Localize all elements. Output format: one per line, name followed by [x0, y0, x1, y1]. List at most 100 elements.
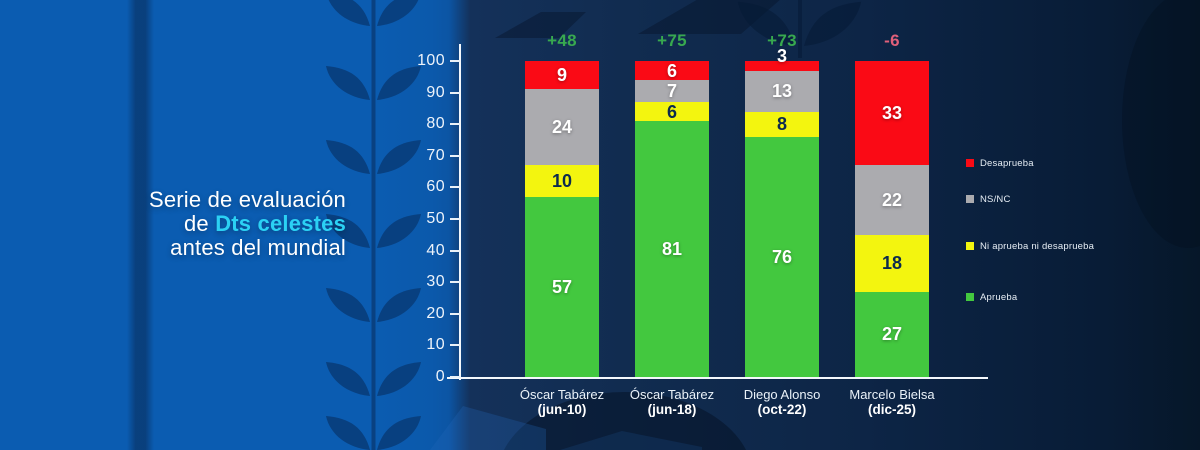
laurel-leaf-icon: [326, 288, 370, 322]
legend-label: Aprueba: [980, 291, 1018, 303]
title-highlight: Dts celestes: [215, 211, 346, 236]
bar-segment: 27: [855, 291, 929, 377]
y-axis-tick-label: 30: [426, 273, 445, 291]
bar-value-label: 27: [881, 324, 903, 345]
y-axis-tick: [450, 376, 460, 378]
stacked-bar: 81 6 7 6: [635, 61, 709, 377]
bar-value-label: 7: [666, 81, 677, 102]
bar-value-label: 18: [881, 253, 903, 274]
chart-title: Serie de evaluación de Dts celestes ante…: [92, 188, 346, 260]
bar-segment: 8: [745, 111, 819, 137]
bar-value-label: 10: [551, 171, 573, 192]
y-axis-tick: [450, 312, 460, 315]
bar-segment: 6: [635, 101, 709, 122]
laurel-leaf-icon: [326, 66, 370, 100]
legend-label: NS/NC: [980, 193, 1011, 205]
legend-item: Desaprueba: [966, 157, 1034, 169]
y-axis-tick: [450, 154, 460, 157]
y-axis-tick: [450, 344, 460, 347]
legend-item: Aprueba: [966, 291, 1017, 303]
y-axis-tick: [450, 123, 460, 126]
x-axis-category: Diego Alonso (oct-22): [715, 387, 849, 418]
legend-item: Ni aprueba ni desaprueba: [966, 240, 1094, 252]
y-axis-tick-label: 80: [426, 115, 445, 133]
vertical-stripe-decoration: [127, 0, 154, 450]
legend-swatch-icon: [966, 195, 974, 203]
title-line-3: antes del mundial: [170, 235, 346, 260]
bar-value-label: 33: [881, 103, 903, 124]
bar-segment: 57: [525, 196, 599, 377]
legend-label: Desaprueba: [980, 157, 1034, 169]
bar-segment: 24: [525, 89, 599, 166]
legend: Desaprueba NS/NC Ni aprueba ni desaprueba A…: [966, 0, 1166, 450]
category-name: Diego Alonso: [743, 387, 821, 402]
y-axis-tick-label: 40: [426, 241, 445, 259]
bar-value-label: 24: [551, 117, 573, 138]
y-axis-tick-label: 0: [435, 368, 445, 385]
bar-segment: 81: [635, 121, 709, 377]
legend-swatch-icon: [966, 242, 974, 250]
stacked-bar: 76 8 13 3: [745, 47, 819, 377]
bar-segment: 9: [525, 61, 599, 90]
laurel-leaf-icon: [328, 0, 370, 26]
laurel-leaf-icon: [326, 362, 370, 396]
y-axis-tick-label: 20: [426, 304, 445, 322]
x-axis-category: Óscar Tabárez (jun-10): [495, 387, 629, 418]
y-axis-tick: [450, 281, 460, 284]
category-name: Óscar Tabárez: [519, 387, 605, 402]
bar-value-label: 8: [776, 114, 787, 135]
laurel-leaf-icon: [377, 416, 421, 450]
x-axis-category: Marcelo Bielsa (dic-25): [825, 387, 959, 418]
y-axis-tick-label: 90: [426, 83, 445, 101]
bar-segment: 6: [635, 61, 709, 80]
bar-value-label: 6: [666, 101, 677, 122]
legend-item: NS/NC: [966, 193, 1011, 205]
stacked-bar: 27 18 22 33: [855, 61, 929, 377]
y-axis-tick: [450, 91, 460, 94]
bar-segment: 13: [745, 70, 819, 112]
category-name: Marcelo Bielsa: [849, 387, 935, 402]
bar-segment: 22: [855, 165, 929, 235]
category-date: (dic-25): [867, 402, 916, 417]
laurel-leaf-icon: [326, 416, 370, 450]
bar-segment: 33: [855, 61, 929, 166]
bar-value-label: 76: [771, 246, 793, 267]
legend-label: Ni aprueba ni desaprueba: [980, 240, 1095, 252]
laurel-leaf-icon: [377, 0, 419, 26]
bar-value-label: 81: [661, 239, 683, 260]
laurel-leaf-icon: [326, 140, 370, 174]
stacked-bar: 57 10 24 9: [525, 61, 599, 377]
bar-segment: 10: [525, 165, 599, 197]
y-axis-tick-label: 70: [426, 146, 445, 164]
category-date: (jun-10): [537, 402, 587, 417]
y-axis-tick: [450, 249, 460, 252]
net-score-label: +73: [767, 31, 797, 50]
category-name: Óscar Tabárez: [629, 387, 715, 402]
bar-value-label: 22: [881, 190, 903, 211]
bar-value-label: 6: [666, 60, 677, 81]
title-line-1: Serie de evaluación: [148, 187, 346, 212]
bar-segment: 18: [855, 234, 929, 292]
bar-segment: 7: [635, 79, 709, 103]
y-axis-tick: [450, 218, 460, 220]
x-axis-category: Óscar Tabárez (jun-18): [605, 387, 739, 418]
net-score-label: -6: [884, 31, 900, 50]
x-axis-line: [447, 377, 988, 379]
bar-value-label: 13: [771, 81, 793, 102]
net-score-label: +48: [547, 31, 577, 50]
y-axis-tick: [450, 186, 460, 189]
y-axis-tick-label: 100: [417, 52, 445, 69]
bar-segment: 3: [745, 47, 819, 71]
bar-segment: 76: [745, 136, 819, 377]
bar-value-label: 3: [776, 46, 787, 67]
y-axis-line: [459, 44, 461, 380]
legend-swatch-icon: [966, 159, 974, 167]
category-date: (oct-22): [757, 402, 807, 417]
y-axis-tick-label: 10: [426, 336, 445, 354]
net-score-label: +75: [657, 31, 687, 50]
legend-swatch-icon: [966, 293, 974, 301]
y-axis-tick: [450, 60, 460, 62]
y-axis-tick-label: 50: [426, 210, 445, 227]
bar-value-label: 57: [551, 276, 573, 297]
